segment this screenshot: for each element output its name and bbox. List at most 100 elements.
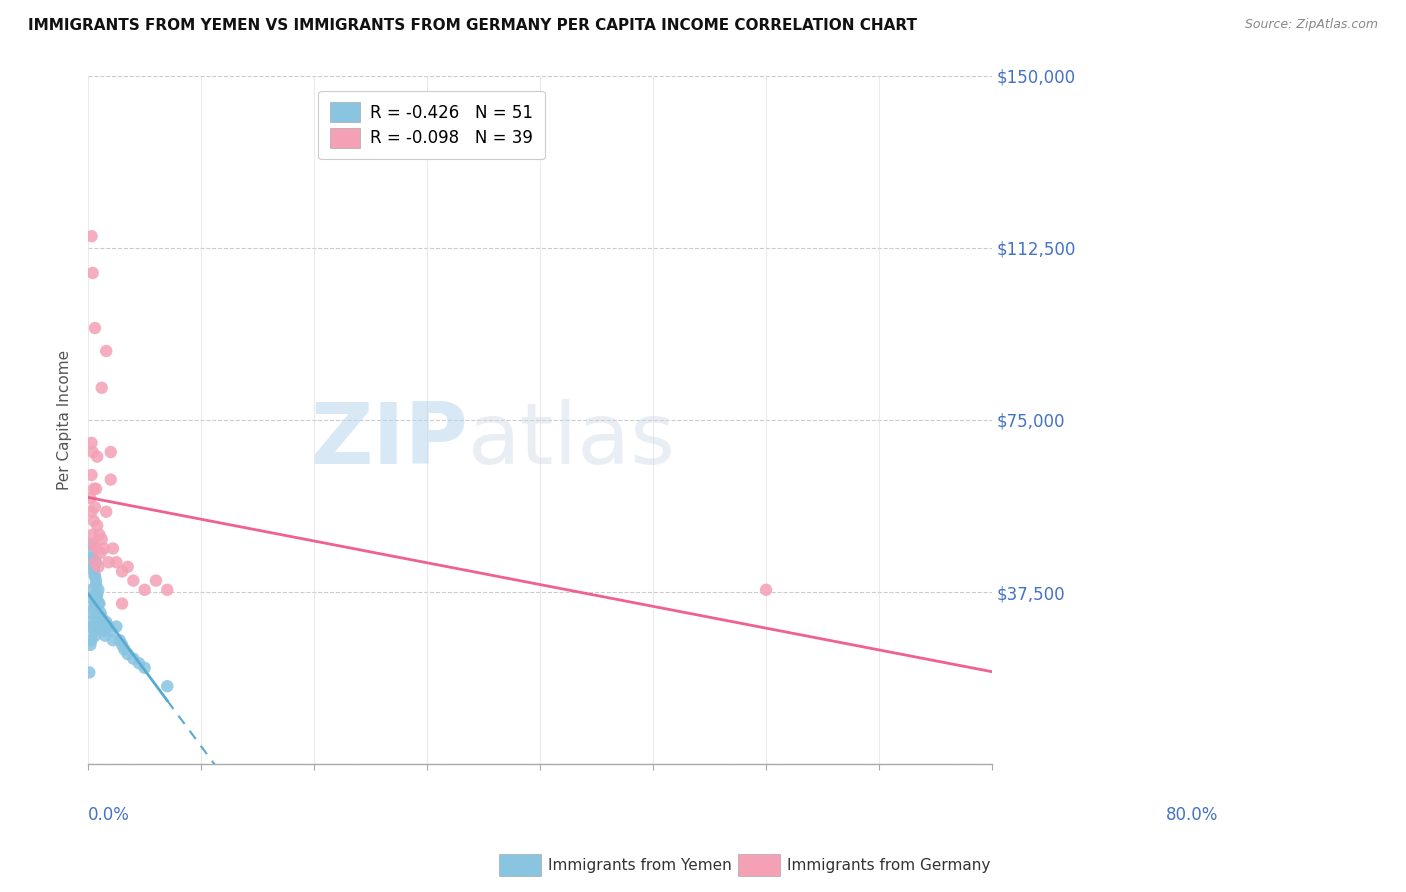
Point: [82, 555, 104, 569]
Point: [100, 445, 122, 459]
Point: [111, 638, 134, 652]
Point: [80, 606, 103, 620]
Point: [84, 587, 107, 601]
Point: [80, 546, 103, 560]
Point: [84, 482, 107, 496]
Point: [100, 624, 122, 639]
Text: Source: ZipAtlas.com: Source: ZipAtlas.com: [1244, 18, 1378, 31]
Point: [82, 619, 104, 633]
Point: [83, 537, 105, 551]
Point: [84, 555, 107, 569]
Point: [755, 582, 778, 597]
Text: 0.0%: 0.0%: [89, 805, 129, 823]
Point: [82, 445, 104, 459]
Point: [87, 610, 110, 624]
Point: [82, 591, 104, 606]
Point: [93, 624, 115, 639]
Point: [79, 665, 101, 680]
Point: [122, 651, 145, 665]
Point: [86, 591, 108, 606]
Legend: R = -0.426   N = 51, R = -0.098   N = 39: R = -0.426 N = 51, R = -0.098 N = 39: [319, 91, 544, 160]
Point: [82, 527, 104, 541]
Point: [94, 629, 117, 643]
Point: [84, 610, 107, 624]
Point: [89, 527, 111, 541]
Point: [84, 574, 107, 588]
Point: [86, 587, 108, 601]
Point: [84, 569, 107, 583]
Point: [79, 615, 101, 629]
Point: [84, 597, 107, 611]
Point: [86, 450, 108, 464]
Point: [83, 601, 105, 615]
Point: [80, 537, 103, 551]
Point: [90, 610, 112, 624]
Point: [101, 541, 124, 556]
Point: [89, 619, 111, 633]
Point: [156, 679, 179, 693]
Y-axis label: Per Capita Income: Per Capita Income: [58, 350, 72, 490]
Point: [84, 629, 107, 643]
Point: [134, 661, 156, 675]
Point: [82, 266, 104, 280]
Point: [128, 657, 150, 671]
Point: [89, 597, 111, 611]
Point: [83, 482, 105, 496]
Point: [86, 619, 108, 633]
Text: 80.0%: 80.0%: [1166, 805, 1218, 823]
Text: ZIP: ZIP: [311, 399, 468, 482]
Point: [96, 615, 118, 629]
Point: [80, 505, 103, 519]
Point: [97, 619, 120, 633]
Point: [134, 582, 156, 597]
Point: [108, 633, 131, 648]
Point: [80, 633, 103, 648]
Point: [82, 550, 104, 565]
Point: [90, 533, 112, 547]
Point: [84, 555, 107, 569]
Point: [90, 381, 112, 395]
Point: [83, 559, 105, 574]
Point: [83, 624, 105, 639]
Point: [93, 541, 115, 556]
Point: [96, 505, 118, 519]
Point: [111, 565, 134, 579]
Point: [111, 597, 134, 611]
Point: [80, 582, 103, 597]
Point: [112, 642, 135, 657]
Point: [101, 633, 124, 648]
Point: [100, 473, 122, 487]
Point: [80, 468, 103, 483]
Point: [105, 555, 128, 569]
Point: [79, 491, 101, 505]
Point: [87, 597, 110, 611]
Point: [80, 435, 103, 450]
Point: [80, 229, 103, 244]
Point: [87, 582, 110, 597]
Point: [84, 569, 107, 583]
Point: [156, 582, 179, 597]
Point: [84, 321, 107, 335]
Point: [96, 344, 118, 359]
Point: [117, 647, 139, 661]
Point: [84, 541, 107, 556]
Point: [84, 500, 107, 515]
Point: [84, 578, 107, 592]
Point: [105, 619, 128, 633]
Point: [79, 638, 101, 652]
Point: [117, 559, 139, 574]
Point: [83, 514, 105, 528]
Point: [97, 555, 120, 569]
Text: Immigrants from Germany: Immigrants from Germany: [787, 858, 991, 872]
Point: [122, 574, 145, 588]
Point: [90, 546, 112, 560]
Point: [87, 559, 110, 574]
Text: IMMIGRANTS FROM YEMEN VS IMMIGRANTS FROM GERMANY PER CAPITA INCOME CORRELATION C: IMMIGRANTS FROM YEMEN VS IMMIGRANTS FROM…: [28, 18, 917, 33]
Text: atlas: atlas: [468, 399, 676, 482]
Point: [90, 606, 112, 620]
Point: [83, 565, 105, 579]
Text: Immigrants from Yemen: Immigrants from Yemen: [548, 858, 733, 872]
Point: [91, 619, 114, 633]
Point: [86, 518, 108, 533]
Point: [145, 574, 167, 588]
